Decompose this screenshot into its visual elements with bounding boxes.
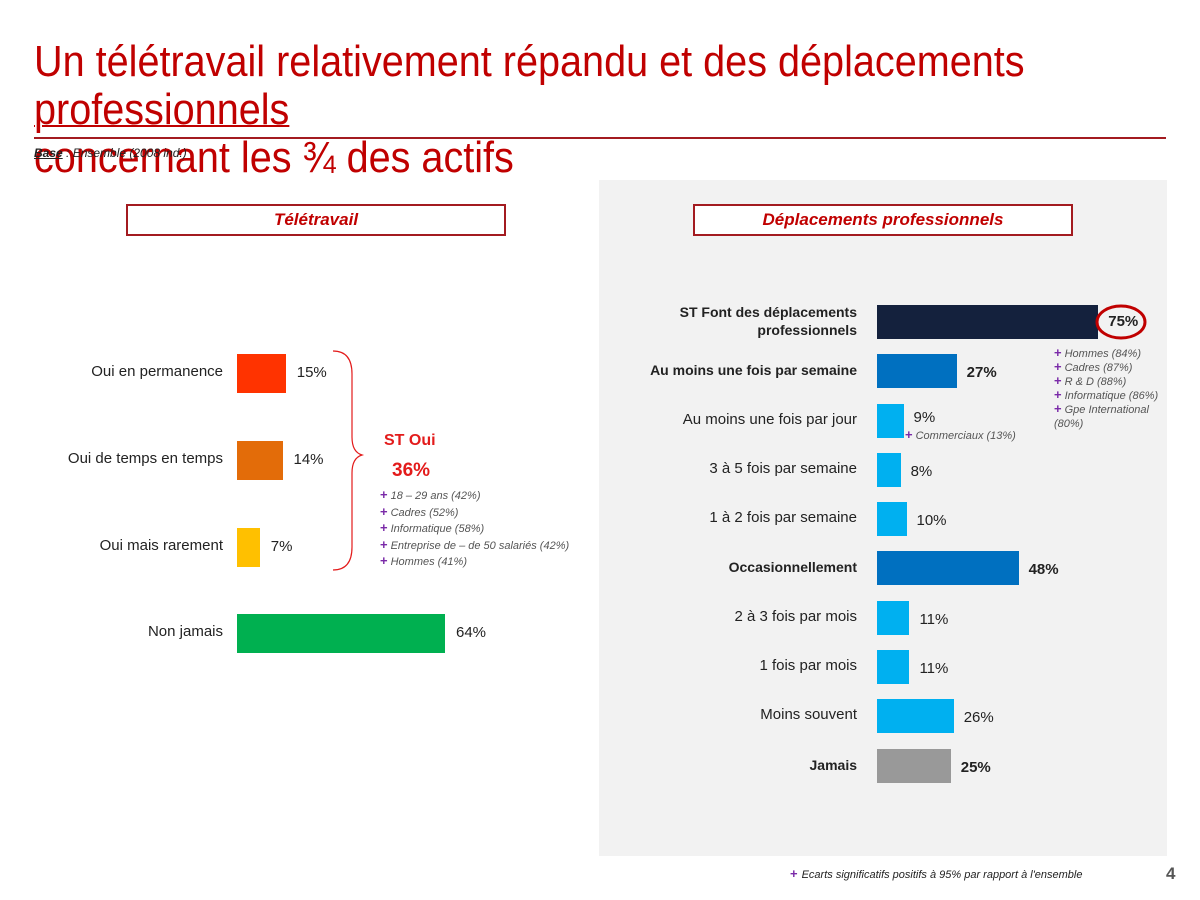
bar-7	[877, 650, 910, 684]
bar-8	[877, 699, 954, 733]
value-label-6: 11%	[919, 611, 949, 628]
plus-icon: +	[905, 427, 913, 442]
value-label-9: 25%	[960, 759, 991, 776]
plus-icon: +	[1054, 345, 1062, 360]
st-note-1: + Cadres (87%)	[1054, 360, 1132, 375]
note-text: 18 – 29 ans (42%)	[390, 490, 481, 502]
value-label-1: 14%	[293, 451, 324, 468]
plus-icon: +	[1054, 387, 1062, 402]
plus-icon: +	[1054, 401, 1062, 416]
st-oui-brace	[332, 350, 365, 571]
bar-label-4: 1 à 2 fois par semaine	[709, 509, 857, 526]
bar-6	[877, 601, 910, 635]
plus-icon: +	[790, 866, 798, 881]
title-part1: Un télétravail relativement répandu et d…	[34, 37, 1025, 86]
note-text: Gpe International (80%)	[1054, 404, 1149, 430]
st-note-0: + Hommes (84%)	[1054, 346, 1141, 361]
bar-label-0: Oui en permanence	[91, 363, 223, 380]
st-oui-value: 36%	[392, 460, 431, 481]
value-label-3: 64%	[456, 624, 487, 641]
jour-note-0: + Commerciaux (13%)	[905, 428, 1016, 443]
plus-icon: +	[380, 536, 388, 552]
plus-icon: +	[380, 553, 388, 568]
plus-icon: +	[1054, 373, 1062, 388]
bar-label-1: Oui de temps en temps	[67, 450, 223, 467]
header-teletravail: Télétravail	[126, 204, 506, 236]
st-note-2: + R & D (88%)	[1054, 374, 1126, 389]
value-label-5: 48%	[1028, 561, 1059, 578]
note-text: Cadres (52%)	[390, 506, 459, 519]
value-label-0: 15%	[296, 364, 327, 381]
bar-label-7: 1 fois par mois	[759, 657, 857, 674]
value-label-0: 75%	[1108, 313, 1139, 330]
base-note: Base : Ensemble (2008 ind.)	[34, 146, 187, 160]
bar-label-6: 2 à 3 fois par mois	[734, 608, 857, 625]
bar-4	[877, 502, 907, 536]
plus-icon: +	[380, 520, 388, 535]
title-part2: concernant les ¾ des actifs	[34, 133, 514, 182]
note-text: Hommes (41%)	[390, 556, 467, 568]
bar-5	[877, 551, 1019, 585]
teletravail-note-2: + Informatique (58%)	[380, 521, 484, 536]
slide-title: Un télétravail relativement répandu et d…	[34, 38, 1060, 182]
value-label-3: 8%	[910, 463, 933, 480]
note-text: Informatique (58%)	[390, 523, 485, 535]
bar-label-0: ST Font des déplacements professionnels	[679, 304, 857, 338]
title-divider	[34, 137, 1166, 139]
note-text: Commerciaux (13%)	[915, 430, 1016, 442]
base-text: : Ensemble (2008 ind.)	[62, 146, 187, 160]
bar-1	[877, 354, 957, 388]
bar-label-3: Non jamais	[147, 623, 223, 640]
value-label-4: 10%	[916, 512, 947, 529]
bar-label-3: 3 à 5 fois par semaine	[709, 460, 857, 477]
note-text: Entreprise de – de 50 salariés (42%)	[390, 539, 570, 552]
bar-label-1: Au moins une fois par semaine	[650, 362, 857, 378]
value-label-8: 26%	[963, 709, 994, 726]
page-number: 4	[1166, 864, 1176, 883]
teletravail-note-3: + Entreprise de – de 50 salariés (42%)	[380, 536, 570, 553]
bar-3	[877, 453, 901, 487]
footnote-text: Ecarts significatifs positifs à 95% par …	[801, 869, 1083, 881]
bar-label-5: Occasionnellement	[728, 559, 857, 575]
bar-2	[237, 527, 260, 567]
note-text: Informatique (86%)	[1064, 390, 1159, 402]
bar-3	[237, 613, 445, 653]
value-label-2: 7%	[270, 538, 293, 555]
header-deplacements: Déplacements professionnels	[693, 204, 1073, 236]
note-text: R & D (88%)	[1064, 376, 1127, 388]
bar-9	[877, 749, 951, 783]
bar-0	[877, 305, 1099, 339]
highlight-circle	[1095, 304, 1147, 340]
note-text: Cadres (87%)	[1064, 362, 1133, 374]
plus-icon: +	[380, 503, 388, 519]
plus-icon: +	[1054, 359, 1062, 374]
st-oui-label: ST Oui	[384, 432, 436, 449]
teletravail-note-4: + Hommes (41%)	[380, 554, 467, 569]
value-label-7: 11%	[919, 660, 949, 677]
title-underlined: professionnels	[34, 85, 290, 134]
bar-1	[237, 440, 283, 480]
plus-icon: +	[380, 487, 388, 502]
value-label-1: 27%	[966, 364, 997, 381]
st-note-3: + Informatique (86%)	[1054, 388, 1158, 403]
bar-label-9: Jamais	[809, 757, 857, 773]
note-text: Hommes (84%)	[1064, 348, 1141, 360]
value-label-2: 9%	[913, 409, 936, 426]
bar-label-2: Oui mais rarement	[99, 537, 223, 554]
bar-0	[237, 353, 286, 393]
significance-footnote: + Ecarts significatifs positifs à 95% par…	[790, 866, 1083, 881]
st-note-4: + Gpe International (80%)	[1054, 402, 1172, 431]
bar-label-2: Au moins une fois par jour	[682, 411, 857, 428]
bar-label-8: Moins souvent	[760, 706, 857, 723]
bar-2	[877, 404, 904, 438]
teletravail-note-0: +18 – 29 ans (42%)	[380, 488, 480, 503]
teletravail-note-1: + Cadres (52%)	[380, 503, 459, 520]
base-label: Base	[34, 146, 63, 160]
